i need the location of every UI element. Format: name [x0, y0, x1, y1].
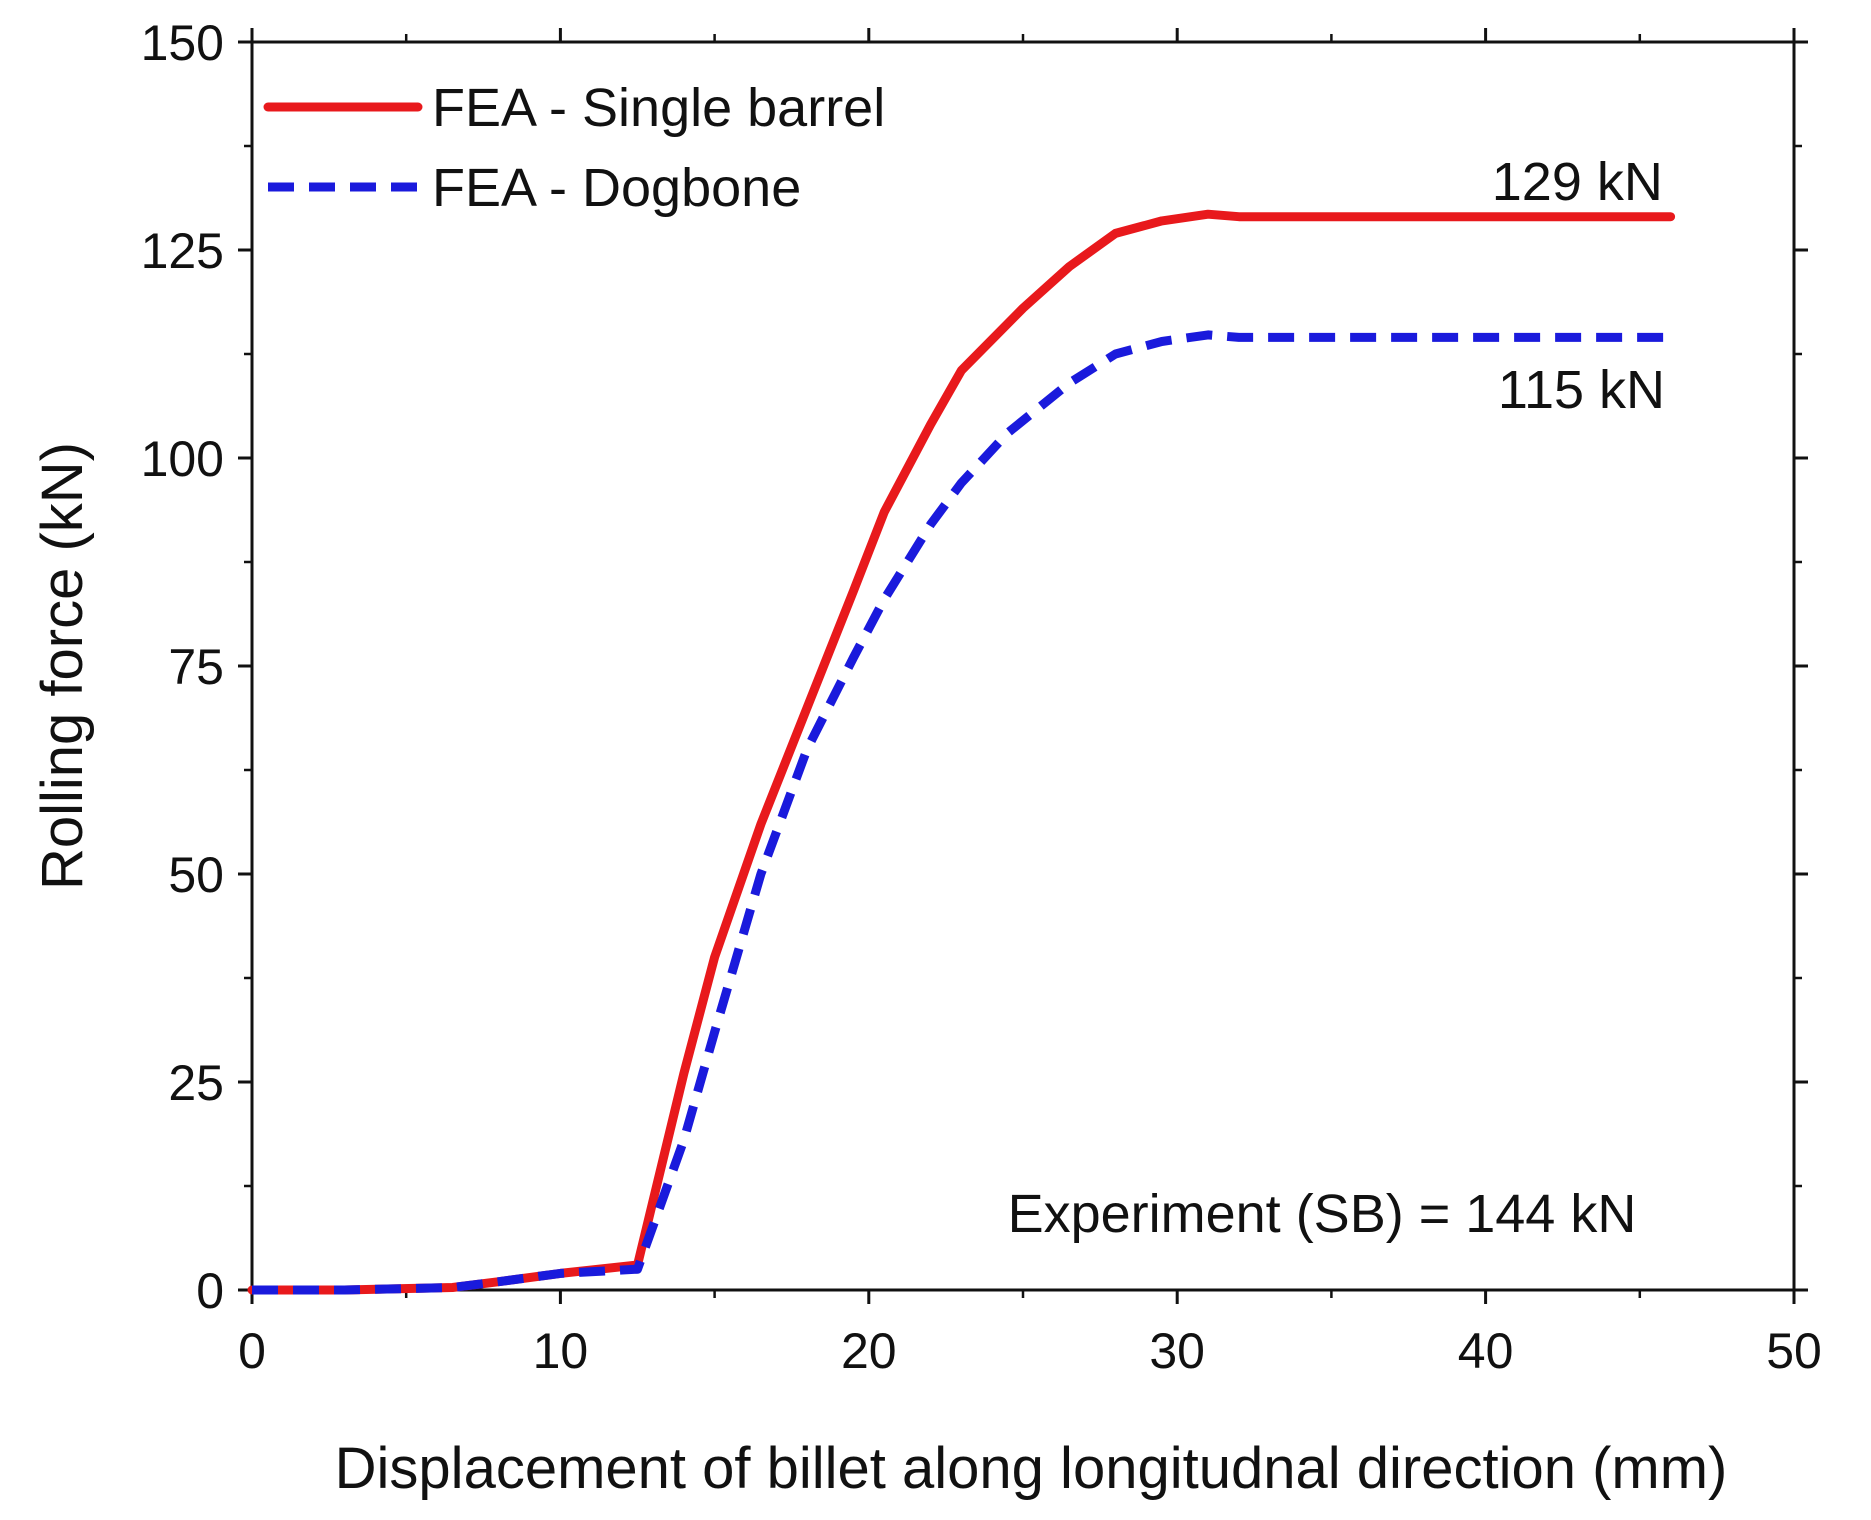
x-axis-title: Displacement of billet along longitudnal… [335, 1436, 1728, 1501]
x-tick-label: 40 [1458, 1323, 1514, 1379]
y-tick-label: 25 [168, 1055, 224, 1111]
y-axis-title: Rolling force (kN) [30, 442, 95, 890]
annotation-label: 115 kN [1498, 360, 1665, 420]
annotation-label: Experiment (SB) = 144 kN [1008, 1184, 1637, 1244]
legend-label-single-barrel: FEA - Single barrel [432, 78, 885, 138]
y-tick-label: 50 [168, 847, 224, 903]
y-tick-label: 125 [141, 223, 224, 279]
series-line-single-barrel [247, 209, 1676, 1295]
y-tick-label: 0 [196, 1263, 224, 1319]
x-tick-label: 10 [533, 1323, 589, 1379]
x-tick-label: 50 [1766, 1323, 1822, 1379]
y-tick-label: 75 [168, 639, 224, 695]
x-tick-label: 20 [841, 1323, 897, 1379]
axes: 0 10 20 30 40 50 0 25 50 75 100 125 150 [141, 15, 1822, 1379]
plot-frame [250, 40, 1796, 1292]
y-tick-label: 100 [141, 431, 224, 487]
x-tick-label: 30 [1149, 1323, 1205, 1379]
series-line-dogbone [252, 330, 1671, 1295]
x-tick-label: 0 [238, 1323, 266, 1379]
legend: FEA - Single barrel FEA - Dogbone [263, 78, 885, 218]
annotation-label: 129 kN [1492, 152, 1663, 212]
annotations: 129 kN 115 kN Experiment (SB) = 144 kN [1008, 152, 1665, 1244]
series-layer [247, 209, 1676, 1295]
legend-label-dogbone: FEA - Dogbone [432, 158, 801, 218]
y-tick-label: 150 [141, 15, 224, 71]
